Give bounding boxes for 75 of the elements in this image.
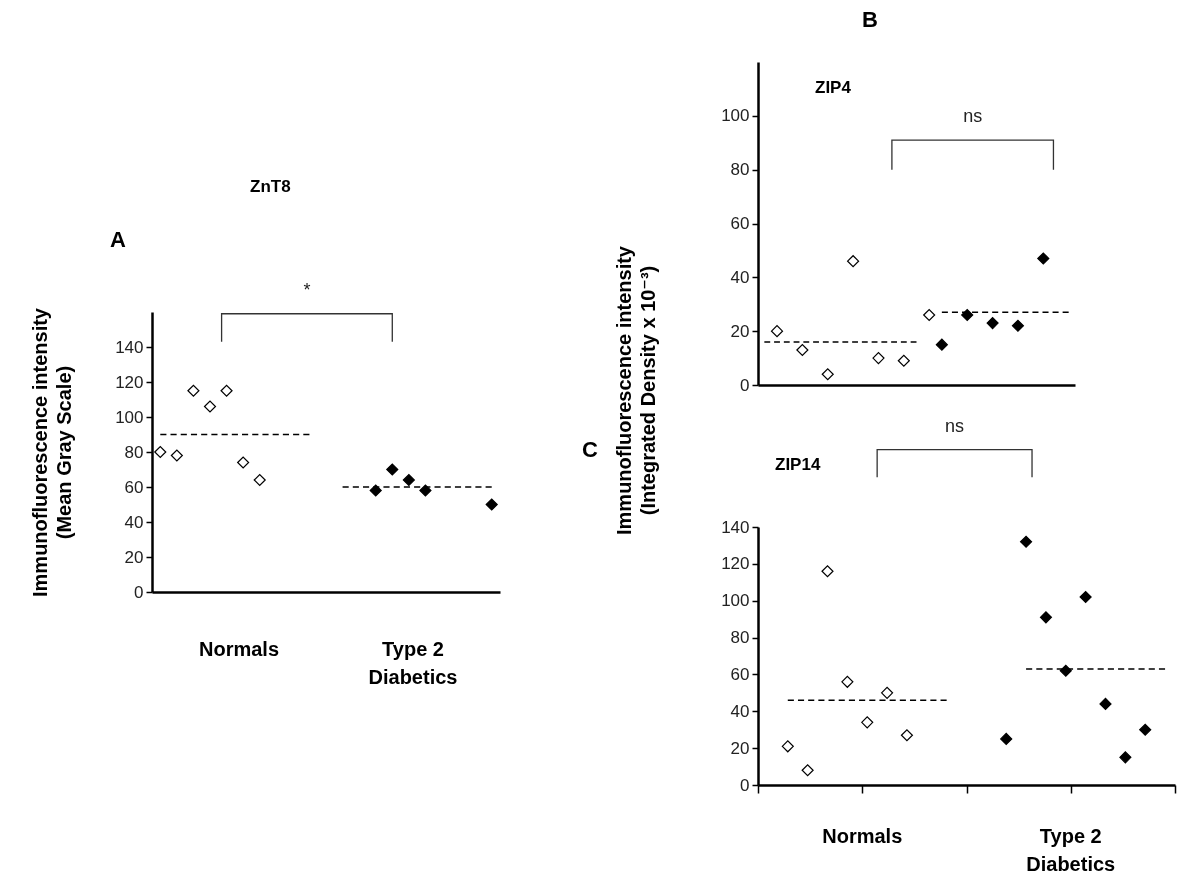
point [986, 317, 999, 330]
point [821, 368, 834, 381]
point [485, 498, 498, 511]
point [880, 686, 894, 699]
text: ZIP4 [815, 78, 852, 97]
y-tick-label: 40 [124, 512, 144, 532]
point [402, 473, 415, 487]
text: Normals [198, 638, 280, 660]
point [237, 456, 250, 469]
y-tick-label: 80 [124, 442, 144, 462]
y-tick-label: 40 [730, 701, 750, 721]
point [170, 449, 183, 462]
point [821, 565, 834, 578]
point [203, 400, 217, 413]
text: B [862, 7, 878, 32]
y-axis-title: Immunofluorescence intensity (Mean Gray Scale) [29, 307, 76, 597]
y-tick-label: 100 [721, 591, 750, 611]
y-tick-label: 140 [721, 517, 750, 537]
text: Normals [822, 825, 903, 847]
point [801, 764, 814, 777]
point [1037, 252, 1050, 265]
point [386, 463, 399, 476]
y-tick-label: 60 [730, 214, 750, 233]
chart-title: ZnT8 [250, 177, 291, 196]
point [1011, 319, 1025, 332]
point [1139, 723, 1152, 736]
y-tick-label: 60 [730, 664, 750, 684]
point [796, 343, 809, 357]
point [781, 740, 794, 753]
y-tick-label: 20 [730, 321, 750, 341]
point [419, 484, 432, 497]
y-tick-label: 40 [730, 267, 750, 287]
text: * [303, 279, 311, 300]
y-tick-label: 20 [730, 738, 750, 758]
text: A [110, 227, 127, 252]
point [1079, 590, 1092, 604]
point [1039, 611, 1053, 624]
y-tick-label: 120 [115, 372, 144, 392]
point [1019, 535, 1033, 548]
y-tick-label: 140 [115, 337, 144, 357]
y-tick-label: 80 [730, 160, 750, 180]
point [1119, 751, 1132, 764]
point [861, 716, 874, 729]
y-tick-label: 0 [134, 582, 144, 602]
y-tick-label: 100 [721, 106, 750, 126]
point [935, 338, 948, 351]
point [961, 308, 974, 322]
point [220, 384, 233, 397]
y-tick-label: 100 [115, 407, 144, 427]
annotation: ns [963, 106, 983, 127]
point [1000, 732, 1013, 746]
point [900, 729, 914, 742]
y-tick-label: 60 [124, 477, 144, 497]
y-tick-label: 0 [740, 375, 750, 395]
y-tick-label: 80 [730, 628, 750, 648]
point [154, 445, 167, 459]
point [1099, 697, 1112, 710]
text: C [582, 437, 599, 462]
y-tick-label: 20 [124, 547, 144, 567]
point [187, 384, 200, 397]
point [770, 325, 784, 338]
point [923, 308, 936, 322]
text: Type 2 Diabetics [368, 638, 458, 688]
point [253, 473, 266, 487]
point [369, 484, 382, 497]
point [872, 352, 885, 365]
point [841, 675, 854, 688]
text: Type 2 Diabetics [1026, 825, 1116, 875]
text: ns [945, 415, 965, 436]
y-tick-label: 120 [721, 554, 750, 574]
point [897, 354, 910, 367]
chart-title: ZIP14 [775, 455, 821, 474]
y-axis-title: Immunofluorescence intensity (Integrated Density x 10⁻³) [613, 245, 660, 535]
y-tick-label: 0 [740, 775, 750, 795]
point [847, 255, 860, 268]
